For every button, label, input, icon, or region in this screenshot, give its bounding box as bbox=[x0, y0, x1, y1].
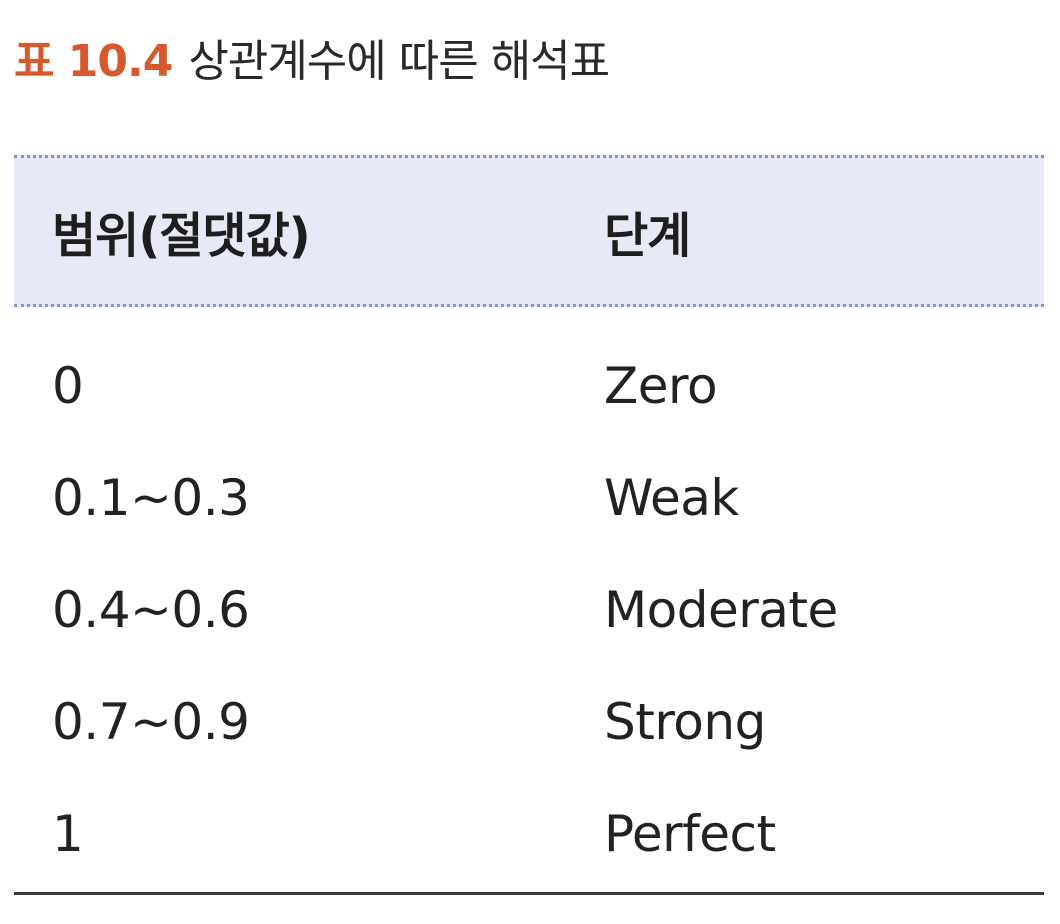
table-row: 0 Zero bbox=[14, 330, 1044, 442]
table-title: 상관계수에 따른 해석표 bbox=[188, 36, 610, 87]
cell-stage: Weak bbox=[604, 469, 739, 527]
table-header-row: 범위(절댓값) 단계 bbox=[14, 155, 1044, 307]
table-bottom-rule bbox=[14, 892, 1044, 895]
table-row: 0.1~0.3 Weak bbox=[14, 442, 1044, 554]
table-row: 0.7~0.9 Strong bbox=[14, 666, 1044, 778]
cell-range: 0.7~0.9 bbox=[52, 693, 250, 751]
cell-stage: Strong bbox=[604, 693, 766, 751]
table-body: 0 Zero 0.1~0.3 Weak 0.4~0.6 Moderate 0.7… bbox=[14, 307, 1044, 885]
cell-stage: Perfect bbox=[604, 805, 776, 863]
cell-range: 1 bbox=[52, 805, 84, 863]
cell-stage: Moderate bbox=[604, 581, 838, 639]
table-caption: 표 10.4 상관계수에 따른 해석표 bbox=[14, 22, 610, 92]
table-row: 0.4~0.6 Moderate bbox=[14, 554, 1044, 666]
cell-range: 0.4~0.6 bbox=[52, 581, 250, 639]
cell-range: 0 bbox=[52, 357, 84, 415]
table-row: 1 Perfect bbox=[14, 778, 1044, 890]
cell-range: 0.1~0.3 bbox=[52, 469, 250, 527]
table-number: 표 10.4 bbox=[14, 36, 173, 87]
cell-stage: Zero bbox=[604, 357, 718, 415]
correlation-interpretation-table: 범위(절댓값) 단계 0 Zero 0.1~0.3 Weak 0.4~0.6 M… bbox=[14, 155, 1044, 885]
header-range: 범위(절댓값) bbox=[52, 208, 311, 264]
header-stage: 단계 bbox=[604, 208, 691, 264]
